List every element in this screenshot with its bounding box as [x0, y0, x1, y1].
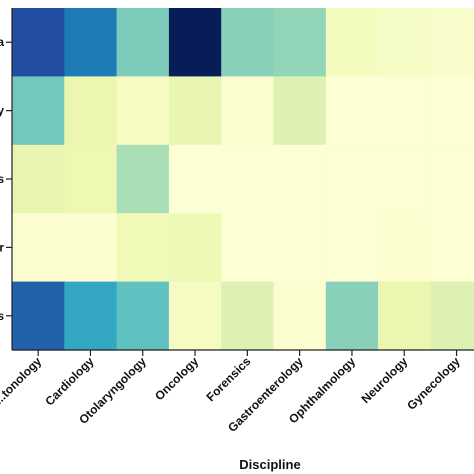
- heatmap-cell: [325, 281, 379, 351]
- heatmap-cell: [378, 8, 431, 77]
- heatmap-cell: [430, 8, 474, 77]
- heatmap-cell: [430, 76, 474, 146]
- heatmap-cell: [221, 8, 275, 77]
- heatmap-cell: [64, 76, 118, 146]
- heatmap-cell: [168, 144, 222, 214]
- heatmap-cell: [221, 213, 275, 283]
- heatmap-cell: [64, 213, 118, 283]
- heatmap-cell: [64, 8, 118, 77]
- heatmap-cell: [378, 76, 431, 146]
- x-tick-label: Gynecology: [404, 354, 463, 413]
- heatmap-cell: [168, 213, 222, 283]
- heatmap-cell: [430, 281, 474, 351]
- heatmap-cell: [64, 144, 118, 214]
- heatmap-cell: [325, 213, 379, 283]
- heatmap-cell: [221, 144, 275, 214]
- heatmap-cell: [12, 76, 65, 146]
- heatmap-cell: [12, 281, 65, 351]
- heatmap-cell: [116, 8, 170, 77]
- x-tick-label: Oncology: [152, 354, 201, 403]
- heatmap-cell: [168, 76, 222, 146]
- y-tick-label: a: [0, 35, 4, 49]
- heatmap-cell: [273, 144, 327, 214]
- heatmap-cell: [12, 144, 65, 214]
- heatmap-cells: [12, 8, 474, 351]
- heatmap-cell: [12, 213, 65, 283]
- heatmap-cell: [325, 8, 379, 77]
- heatmap-cell: [116, 281, 170, 351]
- heatmap-cell: [430, 213, 474, 283]
- y-axis-ticks: a y s r s: [0, 35, 12, 323]
- x-tick-label: Cardiology: [42, 354, 96, 408]
- heatmap-cell: [116, 76, 170, 146]
- y-tick-label: r: [0, 240, 4, 254]
- x-tick-label: Neurology: [359, 354, 411, 406]
- heatmap-cell: [168, 281, 222, 351]
- heatmap-cell: [378, 144, 431, 214]
- heatmap-cell: [378, 281, 431, 351]
- heatmap-cell: [273, 213, 327, 283]
- heatmap-cell: [116, 213, 170, 283]
- heatmap-cell: [116, 144, 170, 214]
- heatmap-cell: [12, 8, 65, 77]
- heatmap-cell: [221, 76, 275, 146]
- heatmap-cell: [430, 144, 474, 214]
- heatmap-cell: [273, 281, 327, 351]
- x-tick-label: Forensics: [203, 354, 253, 404]
- y-tick-label: s: [0, 309, 4, 323]
- heatmap-cell: [64, 281, 118, 351]
- heatmap-cell: [273, 76, 327, 146]
- y-tick-label: y: [0, 104, 4, 118]
- x-axis-title: Discipline: [239, 457, 300, 472]
- y-tick-label: s: [0, 172, 4, 186]
- heatmap-cell: [221, 281, 275, 351]
- heatmap-cell: [378, 213, 431, 283]
- x-tick-label: ...tonology: [0, 354, 45, 407]
- heatmap-cell: [168, 8, 222, 77]
- heatmap-cell: [325, 144, 379, 214]
- heatmap-cell: [325, 76, 379, 146]
- heatmap-cell: [273, 8, 327, 77]
